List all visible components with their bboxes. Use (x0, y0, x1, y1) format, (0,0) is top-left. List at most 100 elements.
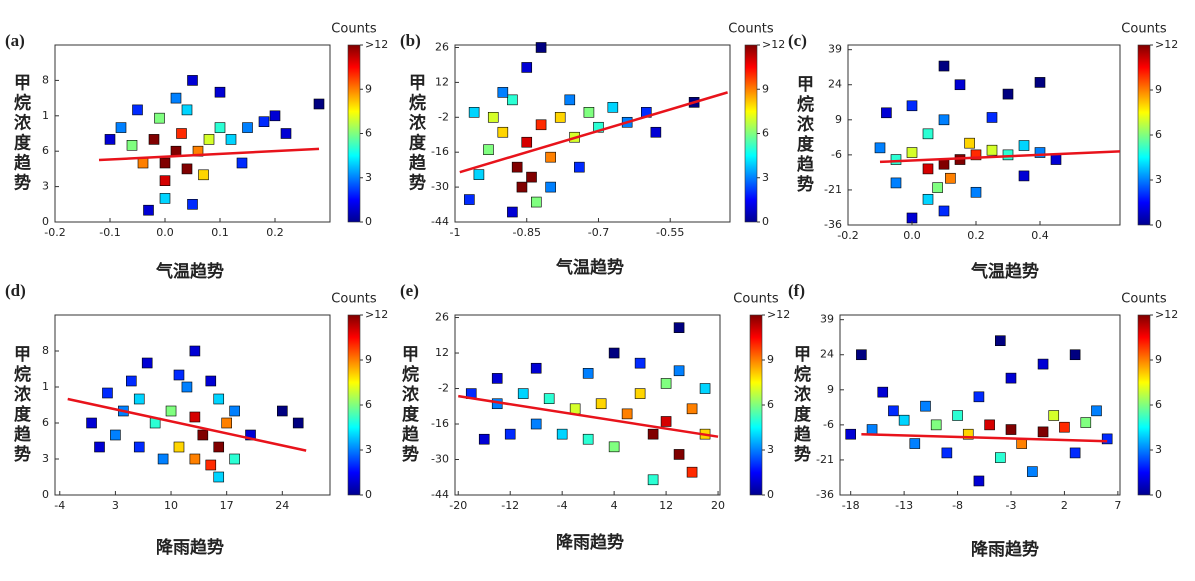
density-point (94, 441, 105, 453)
density-point (874, 142, 886, 154)
density-point (133, 441, 145, 453)
density-point (1034, 147, 1046, 158)
x-axis-label: 降雨趋势 (971, 539, 1039, 560)
y-tick-label: 9 (827, 383, 834, 396)
y-tick-label: 3 (42, 452, 49, 465)
density-point (497, 126, 509, 138)
y-tick-label: 24 (820, 348, 834, 361)
density-point (660, 378, 672, 389)
density-point (170, 92, 182, 104)
density-point (888, 405, 899, 417)
density-point (245, 429, 256, 441)
density-point (531, 196, 542, 208)
colorbar-tick-label: 3 (762, 171, 769, 184)
y-axis-label: 甲烷浓度趋势 (790, 345, 811, 465)
density-point (154, 112, 165, 124)
density-point (1059, 421, 1070, 433)
density-point (205, 459, 217, 471)
density-point (647, 474, 659, 486)
y-tick-label: 8 (42, 344, 49, 357)
density-point (141, 357, 153, 369)
density-point (890, 154, 902, 165)
density-point (181, 163, 193, 175)
density-point (699, 383, 711, 394)
density-point (133, 393, 145, 405)
density-point (673, 365, 685, 377)
density-point (945, 172, 956, 184)
density-point (269, 110, 281, 122)
density-point (148, 134, 160, 145)
colorbar (347, 314, 361, 496)
density-point (236, 157, 248, 169)
density-point (159, 175, 171, 186)
x-tick-label: -0.55 (656, 226, 684, 239)
fit-line (458, 394, 719, 438)
density-point (159, 193, 171, 204)
colorbar-tick-label: 3 (365, 171, 372, 184)
density-point (543, 393, 555, 404)
panel-label: (f) (788, 281, 805, 300)
density-point (890, 177, 902, 189)
density-point (906, 147, 918, 158)
x-tick-label: -0.7 (588, 226, 609, 239)
density-point (203, 134, 215, 145)
x-tick-label: 10 (164, 499, 178, 512)
density-point (189, 453, 201, 465)
density-point (187, 75, 198, 86)
colorbar (749, 314, 763, 496)
density-point (115, 122, 127, 133)
density-point (545, 181, 556, 193)
y-axis-label: 甲烷浓度趋势 (398, 345, 419, 465)
x-tick-label: -20 (449, 499, 467, 512)
density-point (277, 405, 288, 417)
density-point (920, 400, 931, 412)
y-tick-label: -2 (438, 110, 449, 123)
colorbar-tick-label: 0 (1155, 218, 1162, 231)
colorbar-tick-label: 9 (1155, 83, 1162, 96)
colorbar-title: Counts (331, 22, 377, 37)
density-point (970, 149, 982, 161)
density-point (214, 122, 226, 133)
density-point (582, 433, 594, 445)
density-point (621, 408, 633, 420)
colorbar-tick-label: 6 (762, 127, 769, 140)
colorbar-tick-label: >12 (762, 38, 785, 51)
y-tick-label: 12 (435, 75, 449, 88)
y-tick-label: 0 (42, 488, 49, 501)
x-tick-label: 2 (1061, 499, 1068, 512)
y-axis-label: 甲烷浓度趋势 (10, 345, 31, 465)
x-tick-label: 24 (275, 499, 289, 512)
fit-line (459, 91, 728, 174)
density-point (1018, 170, 1030, 182)
x-tick-label: -0.1 (99, 226, 120, 239)
x-tick-label: -1 (450, 226, 461, 239)
density-point (1027, 466, 1038, 477)
density-point (970, 186, 982, 198)
density-point (102, 387, 113, 399)
colorbar-title: Counts (1121, 22, 1167, 37)
colorbar (744, 44, 758, 223)
y-tick-label: -36 (824, 218, 842, 231)
density-point (673, 449, 685, 460)
density-point (221, 417, 232, 429)
y-tick-label: -6 (823, 418, 834, 431)
x-axis-label: 气温趋势 (155, 261, 224, 282)
density-point (952, 410, 963, 421)
colorbar-tick-label: 3 (1155, 443, 1162, 456)
density-point (473, 169, 485, 180)
density-point (545, 151, 556, 163)
density-point (165, 405, 177, 417)
y-tick-label: 39 (820, 313, 834, 326)
density-point (214, 86, 226, 98)
y-tick-label: 0 (42, 215, 49, 228)
colorbar-tick-label: 9 (1155, 353, 1162, 366)
y-tick-label: 26 (435, 40, 449, 53)
density-point (556, 428, 568, 440)
density-point (229, 405, 240, 417)
x-tick-label: 20 (711, 499, 725, 512)
density-point (1037, 358, 1049, 370)
density-point (922, 163, 934, 175)
x-tick-label: 12 (659, 499, 673, 512)
density-point (569, 403, 581, 415)
density-point (930, 419, 942, 431)
